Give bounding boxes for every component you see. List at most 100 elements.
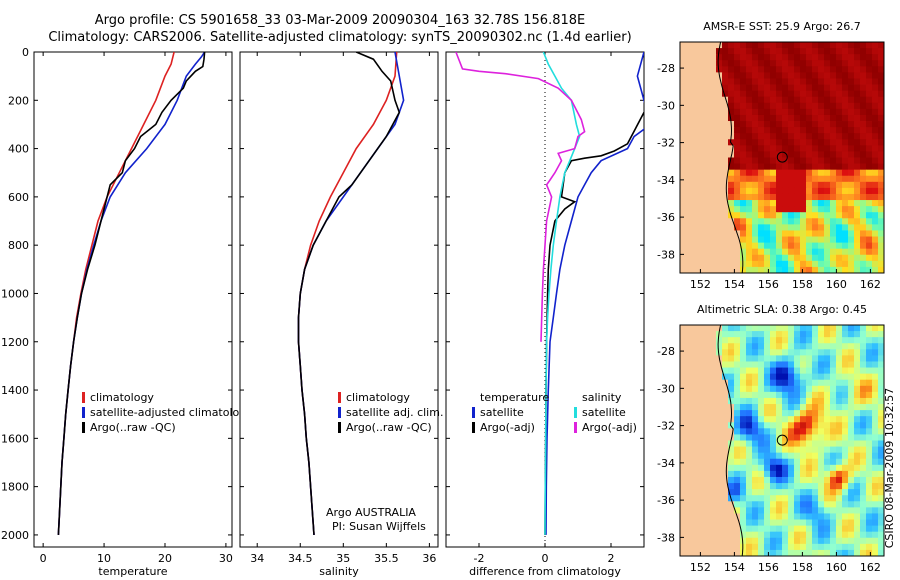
sla-map-y-tick-label: -30 [657, 382, 675, 395]
temperature-y-tick-label: 400 [8, 143, 29, 156]
temperature-legend-item-label: satellite-adjusted climatology [90, 406, 253, 419]
temperature-legend-item-label: climatology [90, 391, 154, 404]
temperature-panel: 0 10 20 30 temperature 0 200 400 600 800 1000 1200 1… [1, 46, 253, 578]
temperature-legend-item-swatch [82, 407, 85, 418]
difference-legend-left-item-swatch [472, 422, 475, 433]
salinity-annotation-1: Argo AUSTRALIA [326, 506, 416, 519]
sla-map-x-tick-label: 152 [690, 561, 711, 574]
temperature-x-tick-label: 30 [219, 552, 233, 565]
salinity-plot-frame [239, 51, 439, 548]
salinity-x-tick-label: 36 [422, 552, 436, 565]
temperature-legend-item-swatch [82, 422, 85, 433]
temperature-y-tick-label: 1800 [1, 481, 29, 494]
sla-map-y-tick-label: -34 [657, 457, 675, 470]
temperature-y-tick-label: 1600 [1, 432, 29, 445]
salinity-legend-item-label: climatology [346, 391, 410, 404]
difference-legend-left-title: temperature [480, 391, 549, 404]
salinity-x-axis-label: salinity [319, 565, 359, 578]
temperature-plot-frame [33, 51, 233, 548]
series-line-salinity-argo-adj- [455, 52, 586, 342]
difference-legend-right-title: salinity [582, 391, 622, 404]
side-timestamp: CSIRO 08-Mar-2009 10:32:57 [883, 388, 896, 549]
difference-x-tick-label: 0 [542, 552, 549, 565]
salinity-legend-item-swatch [338, 392, 341, 403]
temperature-y-tick-label: 1200 [1, 336, 29, 349]
sla-map-y-tick-label: -36 [657, 494, 675, 507]
temperature-legend-item-label: Argo(..raw -QC) [90, 421, 176, 434]
salinity-legend-item-swatch [338, 407, 341, 418]
salinity-legend: climatology satellite adj. clim. Argo(..ra… [338, 391, 443, 434]
sst-map-panel: AMSR-E SST: 25.9 Argo: 26.7 152 154 156 158 1… [657, 20, 885, 291]
sst-map-x-tick-label: 162 [860, 278, 881, 291]
temperature-y-tick-label: 1400 [1, 384, 29, 397]
sla-map-x-tick-label: 158 [792, 561, 813, 574]
temperature-y-tick-label: 0 [22, 46, 29, 59]
sla-map-x-tick-label: 154 [724, 561, 745, 574]
temperature-y-tick-label: 200 [8, 94, 29, 107]
sst-map-y-tick-label: -32 [657, 137, 675, 150]
figure-title-line1: Argo profile: CS 5901658_33 03-Mar-2009 … [95, 13, 585, 28]
temperature-legend-item-swatch [82, 392, 85, 403]
sst-map-coastline [717, 41, 744, 274]
figure-title-line2: Climatology: CARS2006. Satellite-adjuste… [48, 30, 631, 45]
series-line-argo-raw-qc- [297, 52, 401, 535]
salinity-x-tick-label: 34 [250, 552, 264, 565]
temperature-series-group [57, 52, 206, 535]
temperature-x-tick-label: 0 [40, 552, 47, 565]
sst-map-x-tick-label: 158 [792, 278, 813, 291]
difference-legend: temperature satellite Argo(-adj) salinity sa… [472, 391, 637, 434]
temperature-x-tick-label: 10 [97, 552, 111, 565]
difference-x-tick-label: 2 [608, 552, 615, 565]
sla-map-x-tick-label: 156 [758, 561, 779, 574]
sla-map-panel: Altimetric SLA: 0.38 Argo: 0.45 152 154 156… [657, 303, 885, 574]
difference-legend-right-item-swatch [574, 422, 577, 433]
sst-map-argo-marker [776, 151, 788, 163]
difference-legend-right-item-swatch [574, 407, 577, 418]
temperature-legend: climatology satellite-adjusted climatolog… [82, 391, 253, 434]
sst-map-y-tick-label: -38 [657, 248, 675, 261]
sla-map-y-tick-label: -32 [657, 420, 675, 433]
difference-series-group [455, 52, 644, 535]
salinity-x-tick-label: 35 [336, 552, 350, 565]
sst-map-title: AMSR-E SST: 25.9 Argo: 26.7 [703, 20, 861, 33]
sst-map-y-tick-label: -30 [657, 99, 675, 112]
temperature-y-tick-label: 2000 [1, 529, 29, 542]
series-line-argo-raw-qc- [57, 52, 206, 535]
difference-x-tick-label: -2 [474, 552, 485, 565]
sst-map-x-tick-label: 156 [758, 278, 779, 291]
salinity-legend-item-label: satellite adj. clim. [346, 406, 443, 419]
sst-map-x-tick-label: 152 [690, 278, 711, 291]
sla-map-heatmap-cells [680, 325, 885, 557]
sla-map-y-tick-label: -38 [657, 531, 675, 544]
temperature-y-tick-label: 600 [8, 191, 29, 204]
difference-legend-left-item-swatch [472, 407, 475, 418]
sst-map-x-tick-label: 154 [724, 278, 745, 291]
difference-legend-right-item-label: Argo(-adj) [582, 421, 637, 434]
sst-map-y-tick-label: -34 [657, 174, 675, 187]
salinity-panel: 34 34.5 35 35.5 36 salinity climatology satelli… [239, 51, 443, 578]
salinity-series-group [297, 52, 405, 535]
salinity-x-tick-label: 34.5 [288, 552, 313, 565]
sla-map-argo-marker [776, 434, 788, 446]
sst-map-heatmap-cells [680, 42, 885, 274]
sla-map-y-tick-label: -28 [657, 345, 675, 358]
sla-map-x-tick-label: 162 [860, 561, 881, 574]
series-line-salinity-satellite [542, 52, 581, 535]
difference-x-axis-label: difference from climatology [469, 565, 621, 578]
salinity-legend-item-swatch [338, 422, 341, 433]
salinity-x-tick-label: 35.5 [374, 552, 399, 565]
sla-map-coastline [717, 324, 744, 557]
temperature-y-tick-label: 800 [8, 239, 29, 252]
temperature-x-tick-label: 20 [158, 552, 172, 565]
sst-map-y-tick-label: -36 [657, 211, 675, 224]
difference-legend-right-item-label: satellite [582, 406, 626, 419]
sla-map-frame [679, 324, 885, 557]
salinity-legend-item-label: Argo(..raw -QC) [346, 421, 432, 434]
sla-map-x-tick-label: 160 [826, 561, 847, 574]
series-line-temperature-satellite [545, 52, 644, 535]
sst-map-x-tick-label: 160 [826, 278, 847, 291]
difference-legend-left-item-label: Argo(-adj) [480, 421, 535, 434]
salinity-annotation-2: PI: Susan Wijffels [332, 520, 426, 533]
temperature-y-tick-label: 1000 [1, 287, 29, 300]
